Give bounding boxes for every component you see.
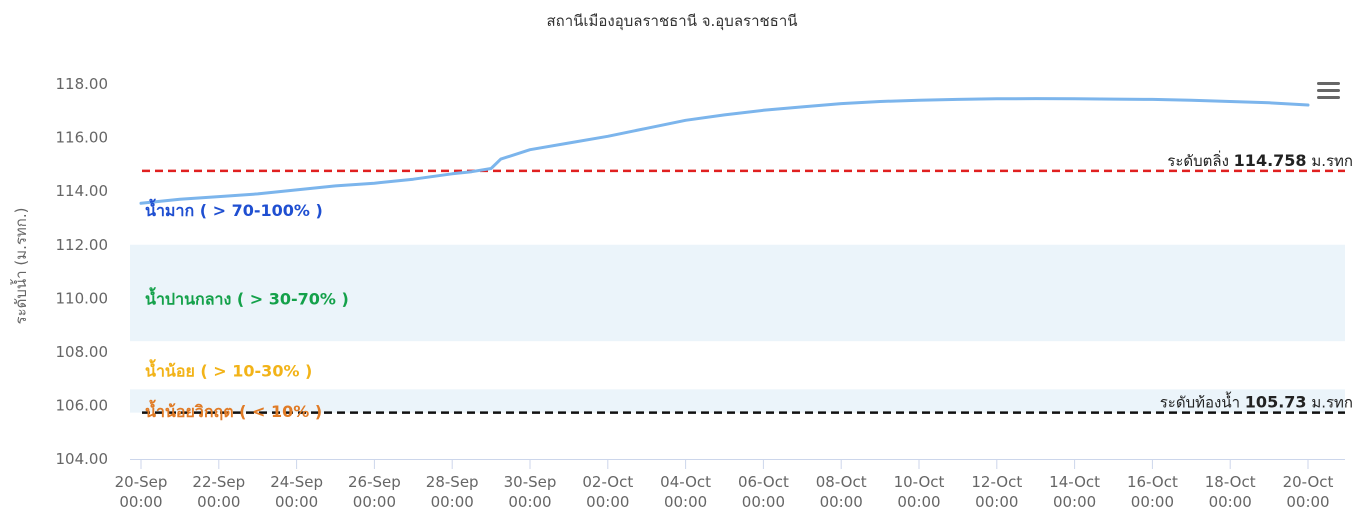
x-tick-label: 28-Sep — [426, 473, 479, 491]
x-tick-label: 10-Oct — [894, 473, 945, 491]
y-tick-label: 108.00 — [56, 343, 109, 361]
x-tick-label: 08-Oct — [816, 473, 867, 491]
x-tick-time-label: 00:00 — [975, 493, 1018, 511]
x-tick-label: 14-Oct — [1049, 473, 1100, 491]
y-tick-label: 110.00 — [56, 289, 109, 307]
y-tick-label: 104.00 — [56, 450, 109, 468]
y-axis-ticks: 104.00 106.00 108.00 110.00 112.00 114.00 116.… — [56, 75, 109, 468]
hamburger-menu-icon[interactable] — [1316, 80, 1341, 101]
x-tick-label: 18-Oct — [1205, 473, 1256, 491]
x-tick-label: 30-Sep — [504, 473, 557, 491]
band-label-3: น้ำน้อยวิกฤต ( < 10% ) — [145, 399, 322, 421]
x-tick-label: 24-Sep — [270, 473, 323, 491]
x-tick-label: 16-Oct — [1127, 473, 1178, 491]
y-tick-label: 112.00 — [56, 236, 109, 254]
x-tick-time-label: 00:00 — [119, 493, 162, 511]
x-tick-time-label: 00:00 — [508, 493, 551, 511]
x-tick-time-label: 00:00 — [897, 493, 940, 511]
x-axis: 20-Sep 00:00 22-Sep 00:00 24-Sep 00:00 26-Sep 0… — [115, 459, 1345, 511]
x-tick-label: 20-Oct — [1283, 473, 1334, 491]
band-labels: น้ำมาก ( > 70-100% ) น้ำปานกลาง ( > 30-70… — [145, 198, 349, 421]
plot-band-1 — [130, 389, 1345, 413]
band-label-2: น้ำน้อย ( > 10-30% ) — [145, 359, 312, 381]
x-tick-time-label: 00:00 — [1286, 493, 1329, 511]
series-group — [139, 97, 1310, 205]
y-tick-label: 114.00 — [56, 182, 109, 200]
x-tick-time-label: 00:00 — [431, 493, 474, 511]
x-tick-time-label: 00:00 — [742, 493, 785, 511]
x-tick-label: 06-Oct — [738, 473, 789, 491]
x-tick-time-label: 00:00 — [275, 493, 318, 511]
x-tick-time-label: 00:00 — [197, 493, 240, 511]
x-tick-time-label: 00:00 — [1209, 493, 1252, 511]
x-tick-label: 26-Sep — [348, 473, 401, 491]
x-tick-label: 02-Oct — [582, 473, 633, 491]
x-tick-label: 04-Oct — [660, 473, 711, 491]
plot-band-0 — [130, 244, 1345, 342]
reference-label-1: ระดับท้องน้ำ 105.73 ม.รทก — [1160, 392, 1353, 412]
plot-bands — [130, 244, 1345, 413]
y-tick-label: 116.00 — [56, 129, 109, 147]
band-label-0: น้ำมาก ( > 70-100% ) — [145, 198, 323, 220]
y-tick-label: 106.00 — [56, 396, 109, 414]
x-tick-time-label: 00:00 — [1131, 493, 1174, 511]
y-axis-title: ระดับน้ำ (ม.รทก.) — [10, 208, 30, 325]
x-tick-label: 12-Oct — [971, 473, 1022, 491]
x-tick-label: 20-Sep — [115, 473, 168, 491]
x-tick-time-label: 00:00 — [820, 493, 863, 511]
x-tick-time-label: 00:00 — [664, 493, 707, 511]
x-tick-label: 22-Sep — [192, 473, 245, 491]
x-tick-time-label: 00:00 — [1053, 493, 1096, 511]
reference-label-0: ระดับตลิ่ง 114.758 ม.รทก — [1167, 150, 1353, 170]
series-line-0 — [139, 97, 1310, 205]
y-tick-label: 118.00 — [56, 75, 109, 93]
chart-title: สถานีเมืองอุบลราชธานี จ.อุบลราชธานี — [546, 12, 797, 31]
band-label-1: น้ำปานกลาง ( > 30-70% ) — [145, 286, 349, 308]
x-tick-time-label: 00:00 — [586, 493, 629, 511]
x-tick-time-label: 00:00 — [353, 493, 396, 511]
